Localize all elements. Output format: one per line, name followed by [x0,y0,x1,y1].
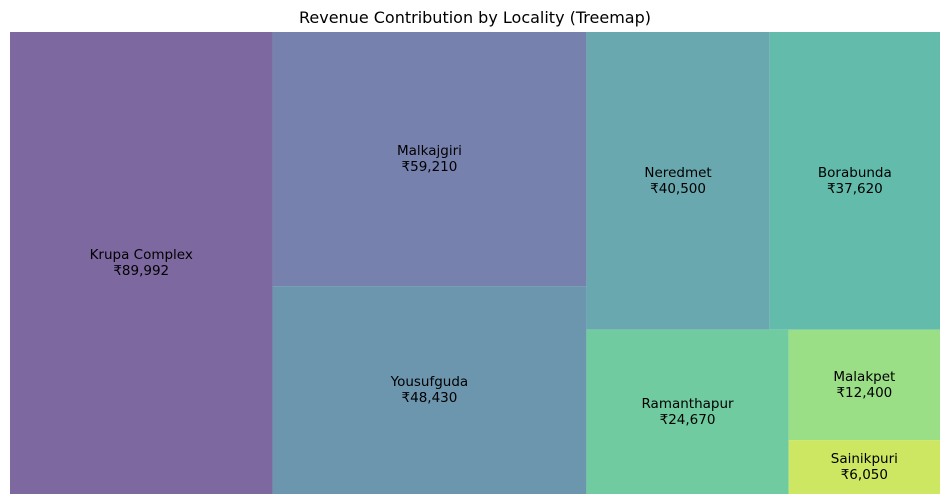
treemap-label-yousufguda: Yousufguda [390,374,469,390]
treemap-cell-borabunda: Borabunda₹37,620 [769,32,940,330]
treemap-rect-yousufguda [272,286,587,494]
treemap-label-krupa-complex: Krupa Complex [90,247,193,263]
treemap-cell-yousufguda: Yousufguda₹48,430 [272,286,587,494]
treemap-label-neredmet: Neredmet [644,165,711,181]
treemap-value-borabunda: ₹37,620 [827,181,883,197]
treemap-cell-ramanthapur: Ramanthapur₹24,670 [586,329,789,494]
treemap-cell-malkajgiri: Malkajgiri₹59,210 [272,32,587,287]
treemap-label-sainikpuri: Sainikpuri [831,451,898,467]
treemap-value-malakpet: ₹12,400 [836,385,892,401]
treemap-cell-sainikpuri: Sainikpuri₹6,050 [788,440,940,494]
treemap-rect-ramanthapur [586,329,789,494]
treemap-rect-malakpet [788,329,940,441]
treemap-cell-neredmet: Neredmet₹40,500 [586,32,770,330]
treemap-cell-malakpet: Malakpet₹12,400 [788,329,940,441]
treemap-rect-sainikpuri [788,440,940,494]
treemap-cell-krupa-complex: Krupa Complex₹89,992 [10,32,273,494]
treemap-label-borabunda: Borabunda [818,165,892,181]
treemap-rect-borabunda [769,32,940,330]
treemap-value-ramanthapur: ₹24,670 [660,412,716,428]
treemap-value-yousufguda: ₹48,430 [402,390,458,406]
treemap-label-malakpet: Malakpet [833,369,895,385]
treemap-rect-neredmet [586,32,770,330]
treemap-label-malkajgiri: Malkajgiri [397,143,462,159]
treemap-value-neredmet: ₹40,500 [650,181,706,197]
treemap-rect-krupa-complex [10,32,273,494]
treemap-value-krupa-complex: ₹89,992 [113,263,169,279]
treemap-rect-malkajgiri [272,32,587,287]
treemap-label-ramanthapur: Ramanthapur [641,396,734,412]
treemap-value-sainikpuri: ₹6,050 [841,467,888,483]
chart-title: Revenue Contribution by Locality (Treema… [298,8,651,27]
treemap-value-malkajgiri: ₹59,210 [402,159,458,175]
